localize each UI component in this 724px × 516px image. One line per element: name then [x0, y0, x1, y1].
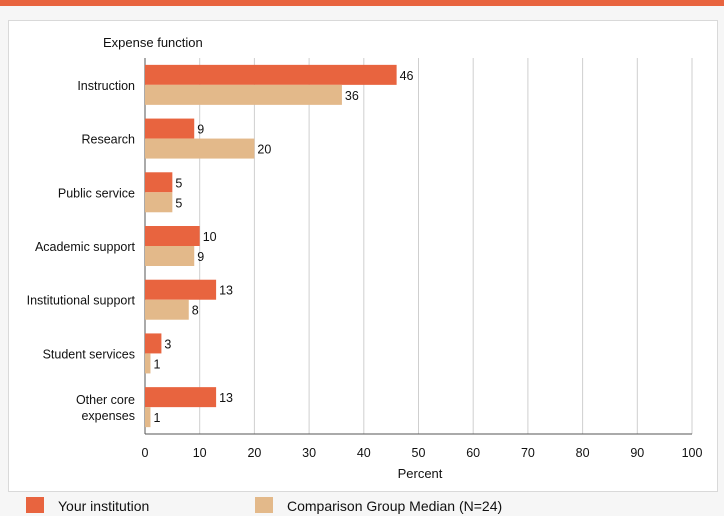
x-tick-label: 100: [682, 446, 703, 460]
x-axis-title: Percent: [398, 466, 443, 481]
legend-label: Your institution: [58, 498, 149, 514]
bar-comparison-median: [145, 299, 189, 320]
bar-your-institution: [145, 118, 195, 139]
category-label: Other core expenses: [76, 393, 135, 423]
x-tick-label: 10: [193, 446, 207, 460]
value-label: 36: [345, 89, 359, 103]
category-label: Academic support: [35, 240, 136, 254]
bar-your-institution: [145, 387, 217, 408]
y-axis-title: Expense function: [103, 35, 203, 50]
bar-comparison-median: [145, 84, 342, 105]
category-label: Research: [82, 133, 136, 147]
value-label: 3: [164, 337, 171, 351]
value-label: 5: [175, 176, 182, 190]
bar-comparison-median: [145, 407, 151, 428]
bar-your-institution: [145, 279, 217, 300]
value-label: 9: [197, 250, 204, 264]
x-tick-label: 80: [576, 446, 590, 460]
category-label: Instruction: [77, 79, 135, 93]
x-tick-labels: 0 10 20 30 40 50 60 70 80 90 100: [142, 446, 703, 460]
legend-swatch: [255, 497, 273, 513]
bar-your-institution: [145, 226, 200, 246]
x-tick-label: 30: [302, 446, 316, 460]
bar-comparison-median: [145, 138, 255, 159]
value-label: 10: [203, 230, 217, 244]
category-label: Student services: [43, 347, 135, 361]
bar-your-institution: [145, 64, 397, 85]
chart-panel: [8, 20, 718, 492]
x-tick-label: 90: [630, 446, 644, 460]
x-tick-label: 0: [142, 446, 149, 460]
x-tick-label: 60: [466, 446, 480, 460]
value-label: 9: [197, 123, 204, 137]
x-tick-label: 70: [521, 446, 535, 460]
x-tick-label: 40: [357, 446, 371, 460]
category-labels: Instruction Research Public service Academi…: [27, 79, 136, 423]
bar-comparison-median: [145, 192, 173, 213]
value-label: 46: [400, 69, 414, 83]
grid-lines: [144, 58, 693, 435]
bar-comparison-median: [145, 246, 195, 266]
legend: Your institution Comparison Group Median …: [26, 497, 502, 514]
category-label: Institutional support: [27, 294, 136, 308]
bar-your-institution: [145, 333, 162, 354]
value-label: 20: [257, 143, 271, 157]
legend-label: Comparison Group Median (N=24): [287, 498, 502, 514]
category-label: Public service: [58, 186, 135, 200]
value-label: 5: [175, 196, 182, 210]
value-label: 13: [219, 284, 233, 298]
bar-your-institution: [145, 172, 173, 193]
value-label: 13: [219, 391, 233, 405]
x-tick-label: 50: [412, 446, 426, 460]
legend-swatch: [26, 497, 44, 513]
value-label: 1: [153, 411, 160, 425]
bar-comparison-median: [145, 353, 151, 374]
value-label: 1: [153, 357, 160, 371]
x-tick-label: 20: [247, 446, 261, 460]
value-label: 8: [192, 304, 199, 318]
top-accent-rule: [0, 0, 724, 6]
